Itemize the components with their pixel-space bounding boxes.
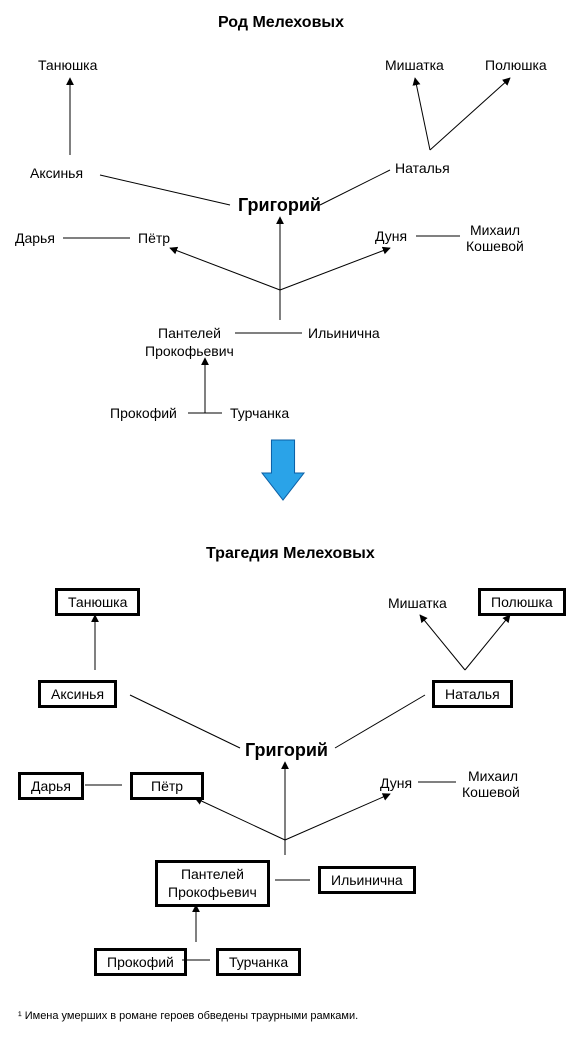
top-title: Род Мелеховых [218,14,344,32]
node-daria-top: Дарья [15,230,55,246]
edges-layer [0,0,573,1056]
node-mishatka-top: Мишатка [385,57,444,73]
node-pantelei-bot: Пантелей Прокофьевич [155,860,270,907]
node-aksinia-bot: Аксинья [38,680,117,708]
node-polyushka-bot: Полюшка [478,588,566,616]
node-mikhail1-top: Михаил [470,222,520,238]
node-tanyushka-top: Танюшка [38,57,97,73]
node-tanyushka-bot: Танюшка [55,588,140,616]
node-ilinichna-top: Ильинична [308,325,380,341]
node-petr-top: Пётр [138,230,170,246]
node-prokofiy-bot: Прокофий [94,948,187,976]
node-grigoriy-bot: Григорий [245,740,328,761]
node-dunya-top: Дуня [375,228,407,244]
footnote: ¹ Имена умерших в романе героев обведены… [18,1010,358,1022]
down-arrow-icon [262,440,304,500]
node-aksinia-top: Аксинья [30,165,83,181]
bottom-title: Трагедия Мелеховых [206,545,375,563]
node-daria-bot: Дарья [18,772,84,800]
node-turchanka-bot: Турчанка [216,948,301,976]
node-natalia-bot: Наталья [432,680,513,708]
node-ilinichna-bot: Ильинична [318,866,416,894]
node-mishatka-bot: Мишатка [388,595,447,611]
node-pantelei2-top: Прокофьевич [145,343,234,359]
node-grigoriy-top: Григорий [238,195,321,216]
node-petr-bot: Пётр [130,772,204,800]
node-natalia-top: Наталья [395,160,450,176]
node-turchanka-top: Турчанка [230,405,289,421]
node-polyushka-top: Полюшка [485,57,547,73]
node-pantelei1-top: Пантелей [158,325,221,341]
diagram-canvas: Род Мелеховых Танюшка Мишатка Полюшка Ак… [0,0,573,1056]
node-prokofiy-top: Прокофий [110,405,177,421]
node-mikhail2-bot: Кошевой [462,784,520,800]
node-mikhail1-bot: Михаил [468,768,518,784]
node-dunya-bot: Дуня [380,775,412,791]
node-mikhail2-top: Кошевой [466,238,524,254]
